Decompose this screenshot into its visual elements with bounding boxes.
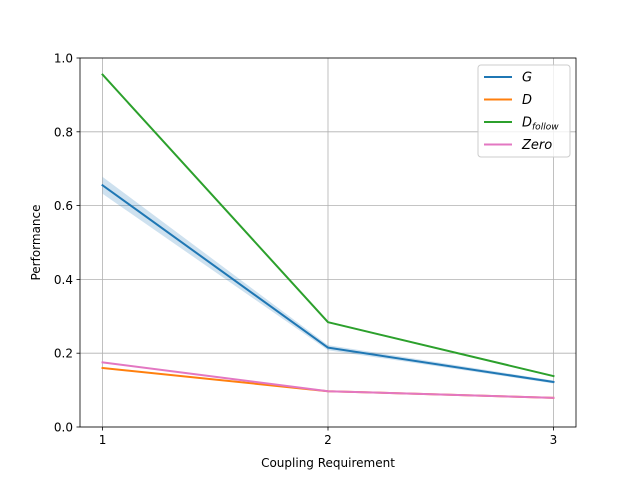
legend-box	[477, 64, 571, 158]
series-line	[101, 73, 555, 378]
y-tick-label: 0.4	[54, 273, 73, 287]
legend-label: Dfollow	[522, 116, 559, 133]
x-tick-label: 1	[99, 433, 107, 447]
axis-ticks: 1 2 3 0.0 0.2 0.4 0.6 0.8 1.0	[54, 52, 557, 448]
series-line	[101, 361, 555, 399]
y-tick-label: 0.2	[54, 347, 73, 361]
y-tick-label: 0.6	[54, 199, 73, 213]
y-tick-label: 0.8	[54, 125, 73, 139]
y-tick-label: 1.0	[54, 52, 73, 66]
legend-label: D	[522, 93, 532, 108]
x-tick-label: 3	[550, 433, 558, 447]
legend-label: G	[522, 71, 532, 86]
series-lines	[101, 73, 555, 399]
x-tick-label: 2	[324, 433, 332, 447]
legend: GD Dfollow Zero	[477, 64, 571, 158]
legend-label: Zero	[521, 138, 552, 153]
y-tick-label: 0.0	[54, 421, 73, 435]
y-axis-label: Performance	[29, 204, 43, 280]
series-line	[101, 183, 555, 384]
x-axis-label: Coupling Requirement	[261, 456, 395, 470]
